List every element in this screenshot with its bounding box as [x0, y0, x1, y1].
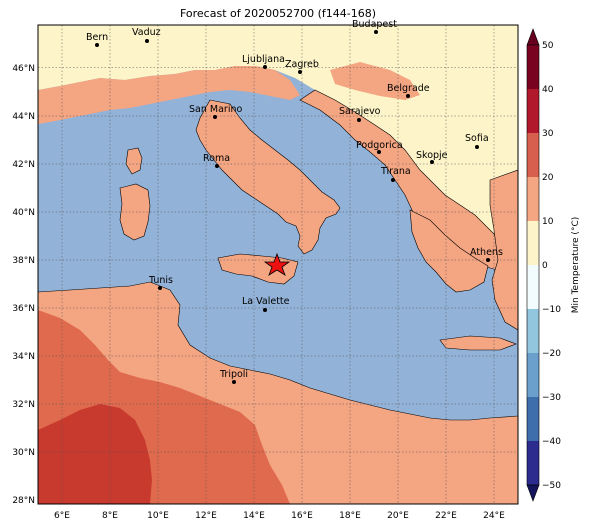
- city-la-valette: La Valette: [242, 296, 290, 312]
- lat-label: 44°N: [12, 112, 35, 122]
- city-label: Skopje: [416, 150, 448, 161]
- colorbar-tick: −10: [542, 305, 561, 315]
- colorbar-segment: [527, 133, 539, 177]
- colorbar: 50 40 30 20 10 0 −10 −20 −30 −40 −50 Min…: [526, 28, 581, 502]
- city-budapest: Budapest: [352, 19, 397, 34]
- greece-land: [409, 209, 489, 293]
- lon-label: 10°E: [147, 511, 169, 521]
- lon-label: 12°E: [195, 511, 217, 521]
- colorbar-tick: 0: [542, 261, 548, 271]
- colorbar-tick: −20: [542, 349, 561, 359]
- city-label: Bern: [86, 32, 108, 43]
- sahara-very-hot: [38, 404, 152, 504]
- city-label: Tunis: [148, 275, 173, 286]
- city-label: San Marino: [189, 104, 242, 115]
- city-label: Ljubljana: [242, 54, 285, 65]
- map-grid: [38, 25, 518, 504]
- lat-label: 36°N: [12, 304, 35, 314]
- city-label: Podgorica: [356, 140, 403, 151]
- colorbar-label: Min Temperature (°C): [571, 217, 581, 314]
- map-title: Forecast of 2020052700 (f144-168): [179, 7, 377, 20]
- colorbar-segment: [527, 397, 539, 441]
- lat-label: 38°N: [12, 256, 35, 266]
- city-bern: Bern: [86, 32, 108, 47]
- city-zagreb: Zagreb: [285, 59, 319, 74]
- colorbar-segment: [527, 221, 539, 265]
- colorbar-tick: 50: [542, 41, 554, 51]
- colorbar-tick: −30: [542, 393, 561, 403]
- lon-label: 14°E: [243, 511, 265, 521]
- colorbar-top-extend: [526, 28, 540, 46]
- lat-label: 30°N: [12, 448, 35, 458]
- city-ljubljana: Ljubljana: [242, 54, 285, 69]
- city-label: Belgrade: [387, 83, 430, 94]
- lat-label: 46°N: [12, 64, 35, 74]
- lon-axis: 6°E 8°E 10°E 12°E 14°E 16°E 18°E 20°E 22…: [54, 511, 505, 521]
- turkey-coast: [489, 169, 518, 331]
- lat-label: 40°N: [12, 208, 35, 218]
- city-podgorica: Podgorica: [356, 140, 403, 154]
- city-roma: Roma: [203, 153, 230, 168]
- pannonian-warm: [330, 62, 420, 100]
- colorbar-segment: [527, 265, 539, 309]
- colorbar-ticks: 50 40 30 20 10 0 −10 −20 −30 −40 −50: [542, 41, 561, 491]
- colorbar-tick: −40: [542, 437, 561, 447]
- map-frame: [37, 24, 519, 505]
- lon-label: 18°E: [339, 511, 361, 521]
- colorbar-tick: 30: [542, 129, 554, 139]
- city-san-marino: San Marino: [189, 104, 242, 119]
- colorbar-tick: 40: [542, 85, 554, 95]
- crete: [439, 335, 517, 351]
- colorbar-segment: [527, 353, 539, 397]
- city-tirana: Tirana: [380, 166, 411, 182]
- city-athens: Athens: [470, 247, 503, 262]
- colorbar-tick: 10: [542, 217, 554, 227]
- city-belgrade: Belgrade: [387, 83, 430, 98]
- colorbar-segment: [527, 441, 539, 485]
- lon-label: 22°E: [435, 511, 457, 521]
- city-label: Tripoli: [219, 369, 248, 380]
- colorbar-tick: 20: [542, 173, 554, 183]
- city-label: Roma: [203, 153, 230, 164]
- colorbar-segment: [527, 177, 539, 221]
- lat-label: 32°N: [12, 400, 35, 410]
- lat-label: 34°N: [12, 352, 35, 362]
- colorbar-tick: −50: [542, 481, 561, 491]
- city-label: Vaduz: [132, 27, 161, 38]
- city-vaduz: Vaduz: [132, 27, 161, 43]
- city-sarajevo: Sarajevo: [339, 106, 381, 122]
- northern-italy-warm: [38, 66, 300, 124]
- lon-label: 8°E: [102, 511, 118, 521]
- lon-label: 24°E: [483, 511, 505, 521]
- star-icon: [263, 252, 291, 276]
- city-label: Sofia: [465, 133, 489, 144]
- city-label: Athens: [470, 247, 503, 258]
- city-tripoli: Tripoli: [219, 369, 248, 384]
- cities: Bern Vaduz Budapest Ljubljana Zagreb Bel…: [86, 19, 503, 384]
- lat-label: 28°N: [12, 496, 35, 506]
- colorbar-segment: [527, 89, 539, 133]
- lat-label: 42°N: [12, 160, 35, 170]
- city-label: Sarajevo: [339, 106, 381, 117]
- city-label: Tirana: [380, 166, 411, 177]
- lon-label: 20°E: [387, 511, 409, 521]
- city-label: La Valette: [242, 296, 290, 307]
- city-sofia: Sofia: [465, 133, 489, 149]
- city-label: Budapest: [352, 19, 397, 30]
- colorbar-segment: [527, 309, 539, 353]
- colorbar-bottom-extend: [526, 484, 540, 502]
- lon-label: 6°E: [54, 511, 70, 521]
- lon-label: 16°E: [291, 511, 313, 521]
- lat-axis: 46°N 44°N 42°N 40°N 38°N 36°N 34°N 32°N …: [12, 64, 35, 506]
- city-skopje: Skopje: [416, 150, 448, 164]
- city-tunis: Tunis: [148, 275, 173, 290]
- sardinia: [119, 183, 151, 241]
- city-label: Zagreb: [285, 59, 319, 70]
- colorbar-segment: [527, 45, 539, 89]
